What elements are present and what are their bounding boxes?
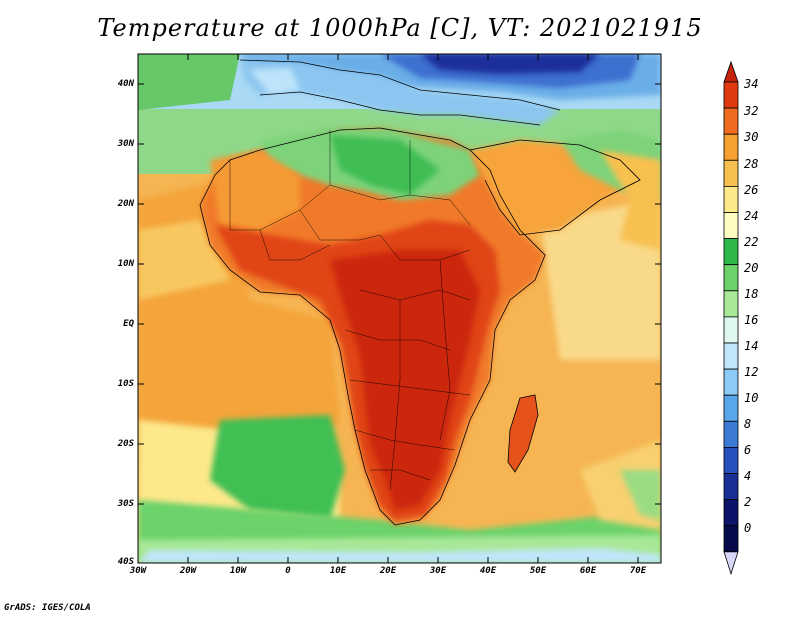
colorbar-label: 20	[744, 261, 759, 275]
lon-label: 70E	[629, 566, 647, 576]
colorbar-swatch	[723, 212, 739, 240]
colorbar-swatch	[723, 81, 739, 109]
lat-label: 10N	[117, 259, 134, 269]
colorbar-swatch	[723, 446, 739, 474]
lat-label: 20N	[117, 199, 134, 209]
colorbar-label: 18	[744, 287, 759, 301]
colorbar-swatch	[723, 420, 739, 448]
colorbar-label: 34	[744, 77, 759, 91]
lon-label: 50E	[529, 566, 547, 576]
lat-label: 40S	[117, 557, 134, 567]
colorbar-swatch	[723, 107, 739, 135]
lon-label: 30W	[129, 566, 147, 576]
colorbar-swatch	[723, 185, 739, 213]
colorbar-label: 22	[744, 235, 759, 249]
colorbar-swatch	[723, 394, 739, 422]
colorbar-label: 12	[744, 365, 759, 379]
colorbar-label: 14	[744, 339, 759, 353]
colorbar-label: 2	[744, 495, 752, 509]
lon-label: 0	[285, 566, 291, 576]
colorbar-swatch	[723, 238, 739, 266]
colorbar-label: 6	[744, 443, 752, 457]
colorbar	[723, 60, 739, 576]
lat-label: 20S	[117, 439, 134, 449]
colorbar-swatch	[723, 499, 739, 527]
colorbar-label: 28	[744, 157, 759, 171]
lat-label: 10S	[117, 379, 134, 389]
colorbar-cap	[723, 551, 739, 576]
colorbar-label: 16	[744, 313, 759, 327]
lon-label: 20W	[179, 566, 197, 576]
colorbar-label: 8	[744, 417, 752, 431]
colorbar-swatch	[723, 133, 739, 161]
grads-credit: GrADS: IGES/COLA	[4, 603, 91, 613]
colorbar-label: 24	[744, 209, 759, 223]
colorbar-label: 26	[744, 183, 759, 197]
colorbar-swatch	[723, 159, 739, 187]
lat-label: 30S	[117, 499, 134, 509]
plot-frame	[137, 53, 662, 564]
colorbar-swatch	[723, 290, 739, 318]
map-field	[138, 54, 661, 563]
lat-label: 30N	[117, 139, 134, 149]
lon-label: 10W	[229, 566, 247, 576]
lon-label: 10E	[329, 566, 347, 576]
borders	[229, 130, 471, 491]
lon-label: 40E	[479, 566, 497, 576]
axis-ticks	[138, 54, 661, 563]
lon-label: 20E	[379, 566, 397, 576]
colorbar-label: 32	[744, 104, 759, 118]
coastlines	[199, 59, 641, 526]
lat-label: 40N	[117, 79, 134, 89]
colorbar-label: 10	[744, 391, 759, 405]
colorbar-label: 4	[744, 469, 752, 483]
colorbar-swatch	[723, 368, 739, 396]
lat-label: EQ	[123, 319, 134, 329]
colorbar-label: 30	[744, 130, 759, 144]
madagascar	[508, 395, 538, 472]
colorbar-swatch	[723, 264, 739, 292]
colorbar-swatch	[723, 342, 739, 370]
colorbar-swatch	[723, 473, 739, 501]
colorbar-label: 0	[744, 521, 752, 535]
colorbar-swatch	[723, 525, 739, 553]
chart-title: Temperature at 1000hPa [C], VT: 20210219…	[97, 14, 703, 42]
colorbar-swatch	[723, 316, 739, 344]
lon-label: 60E	[579, 566, 597, 576]
colorbar-cap	[723, 60, 739, 83]
lon-label: 30E	[429, 566, 447, 576]
